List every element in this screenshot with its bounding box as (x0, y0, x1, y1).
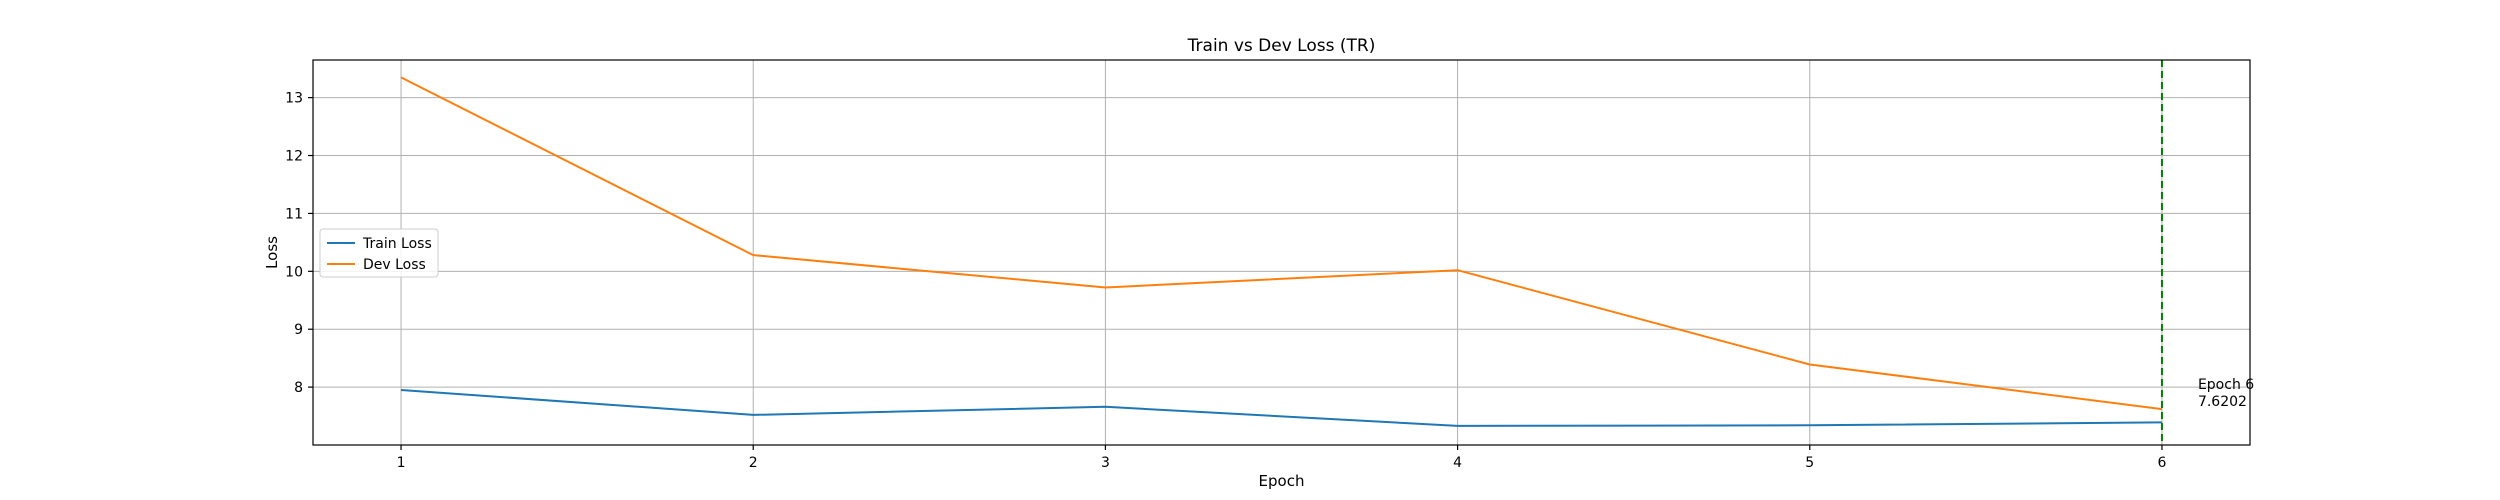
y-axis-label: Loss (263, 236, 281, 269)
annotation-text: Epoch 6 (2198, 377, 2254, 393)
y-tick-label: 13 (285, 91, 303, 107)
chart-title: Train vs Dev Loss (TR) (1187, 36, 1376, 56)
x-tick-label: 1 (397, 455, 406, 471)
x-tick-label: 4 (1453, 455, 1462, 471)
x-tick-label: 3 (1101, 455, 1110, 471)
plot-frame (312, 59, 2251, 446)
x-tick-label: 5 (1805, 455, 1814, 471)
y-tick-label: 12 (285, 149, 303, 165)
series-layer (400, 76, 2163, 427)
x-axis: 1 2 3 4 5 6 (397, 445, 2166, 471)
y-tick-label: 10 (285, 264, 303, 280)
legend-entry: Dev Loss (363, 257, 426, 273)
legend: Train Loss Dev Loss (319, 228, 439, 278)
grid (313, 60, 2250, 445)
x-axis-label: Epoch (1259, 472, 1305, 490)
y-axis: 8 9 10 11 12 13 (285, 91, 313, 396)
x-tick-label: 6 (2157, 455, 2166, 471)
y-tick-label: 8 (294, 380, 303, 396)
annotation-text: 7.6202 (2198, 394, 2247, 410)
y-tick-label: 11 (285, 206, 303, 222)
x-tick-label: 2 (749, 455, 758, 471)
annotation: Epoch 67.6202 (2198, 377, 2254, 410)
series-line-dev-loss (400, 76, 2163, 411)
series-line-train-loss (400, 389, 2163, 427)
y-tick-label: 9 (294, 322, 303, 338)
legend-entry: Train Loss (362, 236, 432, 252)
